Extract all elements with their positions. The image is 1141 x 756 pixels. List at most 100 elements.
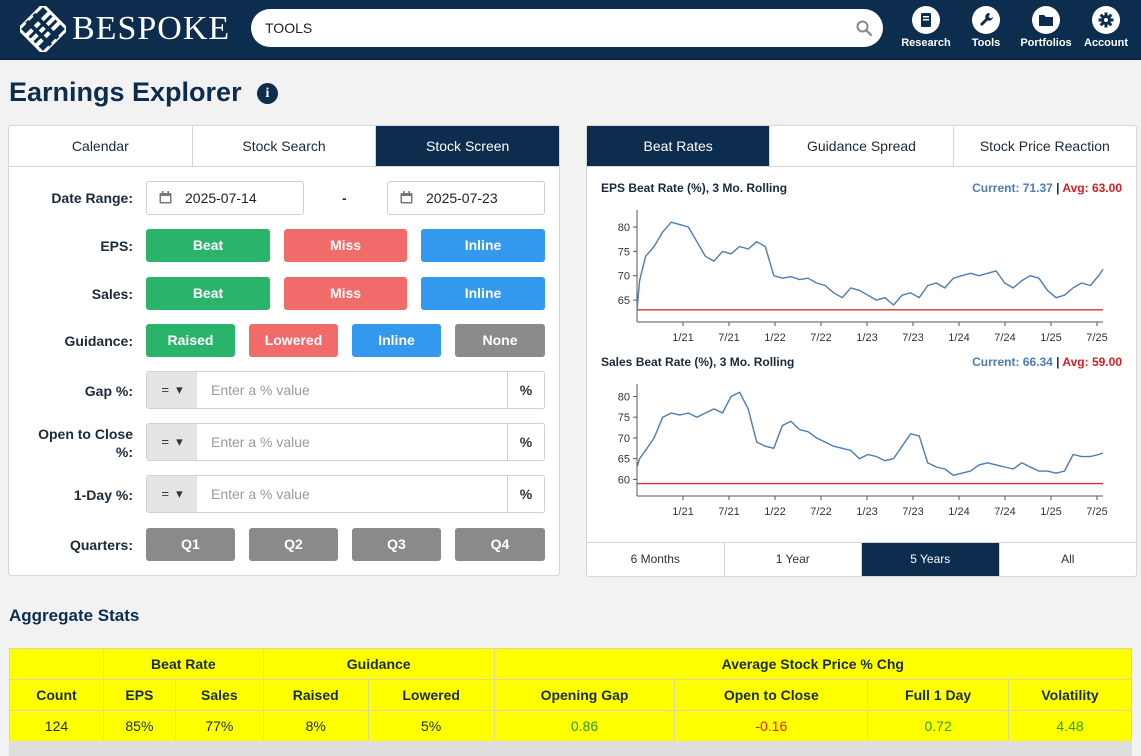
- eps-chart-stats: Current: 71.37 | Avg: 63.00: [972, 181, 1122, 195]
- x-tick-label: 7/25: [1086, 332, 1107, 344]
- y-tick-label: 65: [618, 295, 630, 307]
- date-to-input[interactable]: 2025-07-23: [387, 181, 545, 215]
- x-tick-label: 1/21: [672, 332, 693, 344]
- column-header[interactable]: Lowered: [367, 679, 495, 711]
- column-header[interactable]: Full 1 Day: [867, 679, 1010, 711]
- x-tick-label: 7/24: [994, 506, 1015, 518]
- guidance-none-button[interactable]: None: [455, 324, 545, 357]
- sales-avg: Avg: 59.00: [1062, 355, 1122, 369]
- bespoke-logo[interactable]: BESPOKE: [20, 6, 230, 52]
- search-input[interactable]: [265, 9, 825, 47]
- one-day-input[interactable]: [199, 476, 504, 512]
- column-header[interactable]: Open to Close: [674, 679, 869, 711]
- cell-count: 124: [9, 710, 104, 742]
- x-tick-label: 1/24: [948, 332, 969, 344]
- y-tick-label: 60: [618, 474, 630, 486]
- x-tick-label: 1/24: [948, 506, 969, 518]
- oneday-operator-select[interactable]: = ▾: [147, 476, 197, 512]
- nav-tools-label: Tools: [971, 37, 1001, 49]
- sales-beat-button[interactable]: Beat: [146, 277, 270, 310]
- quarter-q3-button[interactable]: Q3: [352, 528, 441, 561]
- group-header: Average Stock Price % Chg: [493, 648, 1133, 680]
- date-from-value: 2025-07-14: [185, 190, 257, 206]
- otc-operator-select[interactable]: = ▾: [147, 424, 197, 460]
- chart-panel: Beat Rates Guidance Spread Stock Price R…: [586, 125, 1137, 577]
- tab-stock-price-reaction[interactable]: Stock Price Reaction: [979, 138, 1110, 154]
- column-header[interactable]: EPS: [102, 679, 176, 711]
- range-6-months[interactable]: 6 Months: [587, 543, 725, 576]
- aggregate-stats-table: Beat Rate Guidance Average Stock Price %…: [9, 648, 1133, 742]
- tab-calendar[interactable]: Calendar: [9, 126, 193, 166]
- column-header[interactable]: Raised: [262, 679, 369, 711]
- x-tick-label: 7/23: [902, 332, 923, 344]
- eps-beat-button[interactable]: Beat: [146, 229, 270, 262]
- eps-inline-button[interactable]: Inline: [421, 229, 545, 262]
- gap-unit: %: [507, 372, 544, 408]
- eps-current: Current: 71.37: [972, 181, 1053, 195]
- gap-operator-select[interactable]: = ▾: [147, 372, 197, 408]
- date-from-input[interactable]: 2025-07-14: [146, 181, 304, 215]
- sales-chart-stats: Current: 66.34 | Avg: 59.00: [972, 355, 1122, 369]
- eps-label: EPS:: [100, 238, 133, 254]
- chevron-down-icon: ▾: [176, 486, 183, 501]
- sales-beat-rate-chart: 60 65 70 75 80 1/21 7/21 1/22 7/22 1/23 7/23 1/24 7/…: [618, 384, 1108, 518]
- eps-miss-button[interactable]: Miss: [284, 229, 407, 262]
- guidance-label: Guidance:: [64, 333, 133, 349]
- calendar-icon: [400, 191, 413, 204]
- column-header[interactable]: Volatility: [1008, 679, 1132, 711]
- quarter-q1-button[interactable]: Q1: [146, 528, 235, 561]
- y-tick-label: 75: [618, 246, 630, 258]
- guidance-lowered-button[interactable]: Lowered: [249, 324, 338, 357]
- x-tick-label: 7/24: [994, 332, 1015, 344]
- search-icon[interactable]: [855, 19, 873, 37]
- sales-current: Current: 66.34: [972, 355, 1053, 369]
- sales-inline-button[interactable]: Inline: [421, 277, 545, 310]
- nav-account[interactable]: Account: [1071, 6, 1141, 49]
- wrench-icon: [972, 6, 1000, 34]
- info-icon[interactable]: i: [257, 83, 278, 104]
- page-title: Earnings Explorer: [9, 77, 242, 107]
- x-tick-label: 1/21: [672, 506, 693, 518]
- column-header[interactable]: Sales: [174, 679, 264, 711]
- x-tick-label: 1/25: [1040, 506, 1061, 518]
- x-tick-label: 7/22: [810, 332, 831, 344]
- tab-guidance-spread[interactable]: Guidance Spread: [770, 126, 954, 166]
- range-5-years[interactable]: 5 Years: [862, 543, 1000, 576]
- group-header-row: Beat Rate Guidance Average Stock Price %…: [9, 648, 1133, 680]
- table-footer-bar: [9, 741, 1132, 756]
- x-tick-label: 1/22: [764, 332, 785, 344]
- tab-stock-screen[interactable]: Stock Screen: [376, 126, 560, 166]
- beat-rate-series-line: [636, 391, 1104, 476]
- nav-research[interactable]: Research: [891, 6, 961, 49]
- one-day-label: 1-Day %:: [73, 487, 133, 503]
- screen-panel: Calendar Stock Search Stock Screen Date …: [8, 125, 560, 576]
- gap-input[interactable]: [199, 372, 504, 408]
- nav-tools[interactable]: Tools: [951, 6, 1021, 49]
- group-header: Guidance: [262, 648, 495, 680]
- range-1-year[interactable]: 1 Year: [725, 543, 862, 576]
- guidance-inline-button[interactable]: Inline: [352, 324, 441, 357]
- x-tick-label: 1/23: [856, 332, 877, 344]
- open-to-close-input[interactable]: [199, 424, 504, 460]
- quarters-label: Quarters:: [69, 537, 133, 553]
- open-to-close-label: Open to Close%:: [38, 426, 133, 460]
- tab-stock-search[interactable]: Stock Search: [193, 126, 377, 166]
- quarter-q2-button[interactable]: Q2: [249, 528, 338, 561]
- guidance-raised-button[interactable]: Raised: [146, 324, 235, 357]
- tab-beat-rates[interactable]: Beat Rates: [587, 126, 771, 166]
- beat-rate-series-line: [636, 221, 1104, 310]
- column-header[interactable]: Opening Gap: [493, 679, 676, 711]
- column-header[interactable]: Count: [9, 679, 104, 711]
- sales-miss-button[interactable]: Miss: [284, 277, 407, 310]
- x-tick-label: 7/21: [718, 506, 739, 518]
- date-separator: -: [342, 190, 347, 206]
- range-all[interactable]: All: [1061, 552, 1075, 566]
- cell-open-to-close: -0.16: [674, 710, 869, 742]
- nav-portfolios[interactable]: Portfolios: [1011, 6, 1081, 49]
- y-tick-label: 70: [618, 271, 630, 283]
- logo-mark-icon: [20, 6, 66, 52]
- quarter-q4-button[interactable]: Q4: [455, 528, 545, 561]
- otc-unit: %: [507, 424, 544, 460]
- aggregate-stats-title: Aggregate Stats: [9, 606, 140, 625]
- cell-opening-gap: 0.86: [493, 710, 676, 742]
